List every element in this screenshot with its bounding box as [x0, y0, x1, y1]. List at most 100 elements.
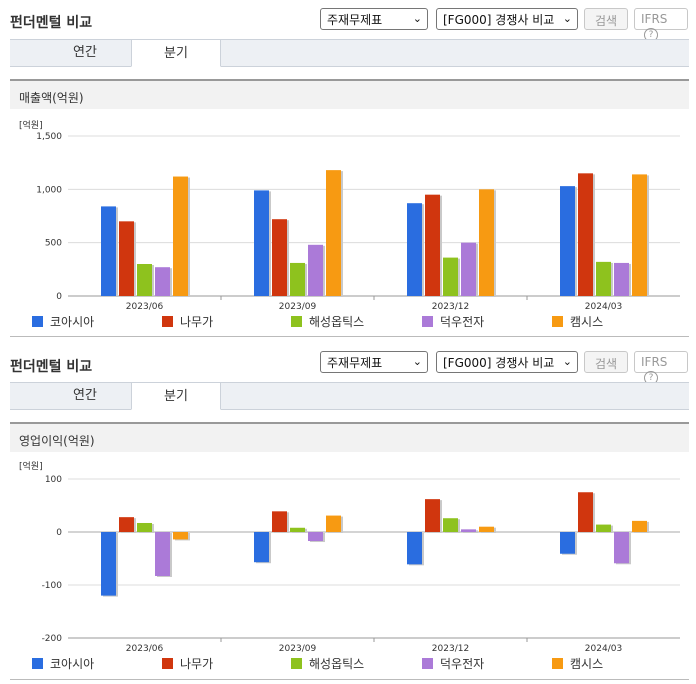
bar-코아시아	[254, 532, 269, 563]
y-tick-label: 0	[56, 292, 62, 302]
legend-item[interactable]: 캠시스	[552, 655, 603, 672]
bar-해성옵틱스	[443, 518, 458, 532]
x-tick-label: 2023/06	[126, 302, 164, 312]
legend-swatch	[422, 316, 433, 327]
bar-캠시스	[173, 532, 188, 540]
bar-캠시스	[326, 515, 341, 532]
bar-해성옵틱스	[443, 257, 458, 296]
legend-label: 덕우전자	[440, 315, 485, 329]
chevron-down-icon: ⌄	[562, 12, 572, 25]
bar-코아시아	[407, 532, 422, 565]
legend-label: 코아시아	[50, 315, 95, 329]
bar-나무가	[272, 511, 287, 532]
unit-label: [억원]	[19, 462, 43, 472]
legend-item[interactable]: 해성옵틱스	[291, 313, 364, 330]
chart-title: 매출액(억원)	[10, 79, 689, 109]
compare-select[interactable]: [FG000] 경쟁사 비교 ⌄	[436, 8, 578, 30]
operating-profit-bar-chart: 100 0 -100 -200 2023/06 2023/09 2023/12 2024/03	[42, 475, 680, 654]
bar-해성옵틱스	[137, 264, 152, 296]
legend-swatch	[32, 316, 43, 327]
y-tick-label: 1,500	[36, 132, 62, 142]
section-title: 펀더멘털 비교	[10, 359, 93, 375]
sales-bar-chart: 1,500 1,000 500 0 2023/06 2023/09 2023/12 2024/…	[36, 132, 680, 312]
bar-코아시아	[407, 203, 422, 296]
fundamental-section-operating-profit: 펀더멘털 비교 주재무제표 ⌄ [FG000] 경쟁사 비교 ⌄ 검색 IFRS…	[0, 342, 696, 684]
y-tick-label: 500	[45, 239, 62, 249]
chevron-down-icon: ⌄	[412, 355, 422, 368]
legend-label: 캠시스	[570, 657, 604, 671]
bar-덕우전자	[155, 267, 170, 296]
tab-annual[interactable]: 연간	[73, 45, 97, 60]
bar-나무가	[425, 194, 440, 296]
legend-label: 나무가	[180, 657, 214, 671]
legend-label: 덕우전자	[440, 657, 485, 671]
unit-label: [억원]	[19, 121, 43, 131]
legend-item[interactable]: 코아시아	[32, 655, 94, 672]
y-tick-label: 1,000	[36, 185, 62, 195]
y-tick-label: 0	[56, 528, 62, 538]
compare-select-value: [FG000] 경쟁사 비교	[443, 356, 555, 370]
legend-swatch	[552, 658, 563, 669]
bar-해성옵틱스	[137, 522, 152, 532]
compare-select-value: [FG000] 경쟁사 비교	[443, 13, 555, 27]
legend-item[interactable]: 덕우전자	[422, 655, 484, 672]
x-tick-label: 2024/03	[585, 302, 622, 312]
bar-해성옵틱스	[290, 527, 305, 532]
metric-select[interactable]: 주재무제표 ⌄	[320, 8, 428, 30]
search-button[interactable]: 검색	[584, 351, 628, 373]
chart-legend: 코아시아 나무가 해성옵틱스 덕우전자 캠시스	[32, 313, 672, 331]
tab-quarterly[interactable]: 분기	[131, 39, 221, 67]
bar-덕우전자	[614, 262, 629, 296]
legend-label: 해성옵틱스	[309, 315, 365, 329]
legend-swatch	[291, 658, 302, 669]
bar-캠시스	[173, 176, 188, 296]
period-tabs: 연간 분기	[10, 39, 689, 67]
ifrs-button[interactable]: IFRS ?	[634, 351, 688, 385]
legend-item[interactable]: 캠시스	[552, 313, 603, 330]
bar-코아시아	[101, 206, 116, 296]
chevron-down-icon: ⌄	[412, 12, 422, 25]
legend-swatch	[32, 658, 43, 669]
ifrs-label: IFRS	[641, 355, 668, 369]
bar-캠시스	[632, 520, 647, 532]
divider	[10, 679, 689, 680]
metric-select[interactable]: 주재무제표 ⌄	[320, 351, 428, 373]
bar-덕우전자	[461, 529, 476, 532]
metric-select-value: 주재무제표	[327, 356, 383, 370]
bar-캠시스	[632, 174, 647, 296]
chart-title: 영업이익(억원)	[10, 422, 689, 452]
bar-해성옵틱스	[596, 261, 611, 296]
bar-나무가	[119, 221, 134, 296]
y-tick-label: -100	[42, 581, 63, 591]
ifrs-label: IFRS	[641, 12, 668, 26]
legend-item[interactable]: 코아시아	[32, 313, 94, 330]
legend-item[interactable]: 나무가	[162, 655, 213, 672]
bar-나무가	[119, 517, 134, 532]
bar-코아시아	[560, 186, 575, 296]
bar-코아시아	[254, 190, 269, 296]
x-tick-label: 2023/09	[279, 302, 317, 312]
bar-캠시스	[479, 189, 494, 296]
tab-annual[interactable]: 연간	[73, 388, 97, 403]
bar-덕우전자	[155, 532, 170, 576]
bar-나무가	[578, 173, 593, 296]
legend-item[interactable]: 나무가	[162, 313, 213, 330]
compare-select[interactable]: [FG000] 경쟁사 비교 ⌄	[436, 351, 578, 373]
legend-swatch	[162, 316, 173, 327]
legend-item[interactable]: 해성옵틱스	[291, 655, 364, 672]
section-title: 펀더멘털 비교	[10, 15, 93, 31]
bar-나무가	[578, 492, 593, 532]
tab-quarterly[interactable]: 분기	[131, 382, 221, 410]
metric-select-value: 주재무제표	[327, 13, 383, 27]
legend-swatch	[291, 316, 302, 327]
bar-덕우전자	[614, 532, 629, 564]
legend-item[interactable]: 덕우전자	[422, 313, 484, 330]
bar-캠시스	[479, 526, 494, 532]
search-button[interactable]: 검색	[584, 8, 628, 30]
bar-덕우전자	[461, 242, 476, 296]
legend-label: 코아시아	[50, 657, 95, 671]
legend-label: 캠시스	[570, 315, 604, 329]
bar-나무가	[272, 219, 287, 296]
legend-swatch	[162, 658, 173, 669]
y-tick-label: -200	[42, 634, 63, 644]
